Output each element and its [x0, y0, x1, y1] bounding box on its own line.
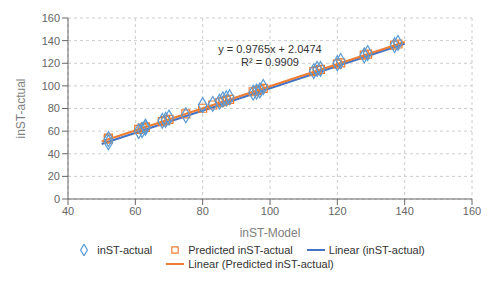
html-text:Linear (inST-actual): Linear (inST-actual) [328, 244, 425, 256]
svg-text:160: 160 [42, 12, 60, 24]
svg-text:inST-Model: inST-Model [240, 226, 301, 240]
svg-text:40: 40 [48, 148, 60, 160]
svg-text:inST-actual: inST-actual [14, 78, 28, 138]
svg-text:80: 80 [197, 205, 209, 217]
svg-text:60: 60 [129, 205, 141, 217]
html-text:inST-actual: inST-actual [97, 244, 153, 256]
svg-text:100: 100 [42, 80, 60, 92]
svg-text:40: 40 [62, 205, 74, 217]
svg-text:120: 120 [42, 57, 60, 69]
svg-text:60: 60 [48, 125, 60, 137]
svg-text:0: 0 [54, 193, 60, 205]
svg-text:100: 100 [261, 205, 279, 217]
html-text:Linear (Predicted inST-actual): Linear (Predicted inST-actual) [188, 258, 334, 270]
svg-text:20: 20 [48, 170, 60, 182]
svg-text:120: 120 [328, 205, 346, 217]
svg-text:y = 0.9765x + 2.0474R² = 0.990: y = 0.9765x + 2.0474R² = 0.9909 [218, 43, 321, 68]
svg-text:140: 140 [42, 35, 60, 47]
html-text:Predicted inST-actual: Predicted inST-actual [188, 244, 293, 256]
svg-text:80: 80 [48, 102, 60, 114]
svg-text:140: 140 [395, 205, 413, 217]
svg-text:160: 160 [463, 205, 481, 217]
